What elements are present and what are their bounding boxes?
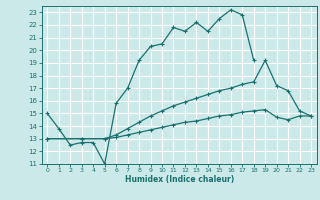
X-axis label: Humidex (Indice chaleur): Humidex (Indice chaleur)	[124, 175, 234, 184]
